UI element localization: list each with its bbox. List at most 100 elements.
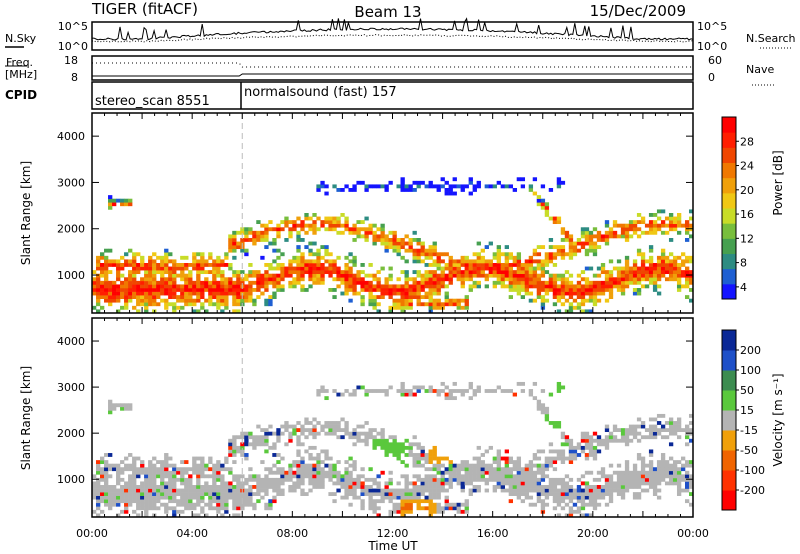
- power-cell: [260, 230, 265, 235]
- velocity-cell: [168, 456, 173, 461]
- power-cell: [572, 245, 578, 250]
- velocity-cell: [560, 499, 566, 504]
- power-cell: [192, 298, 197, 303]
- velocity-cell: [104, 477, 109, 482]
- velocity-cell: [412, 492, 417, 496]
- power-cell: [416, 248, 421, 253]
- power-cell: [300, 255, 305, 260]
- power-cell: [168, 295, 173, 300]
- velocity-cell: [432, 389, 437, 393]
- velocity-cell: [112, 463, 117, 468]
- power-cell: [124, 298, 129, 303]
- power-cell: [96, 277, 101, 282]
- power-cell: [284, 266, 289, 271]
- power-cell: [236, 245, 241, 250]
- power-cell: [96, 302, 101, 307]
- velocity-cell: [432, 467, 437, 472]
- power-cell: [484, 277, 489, 282]
- velocity-cell: [432, 449, 437, 454]
- power-cell: [344, 220, 349, 225]
- velocity-cell: [656, 477, 662, 482]
- power-cell: [284, 273, 289, 278]
- velocity-cell: [624, 467, 630, 472]
- velocity-cell: [312, 467, 317, 472]
- power-cell: [316, 252, 321, 257]
- velocity-cell: [632, 495, 638, 500]
- velocity-cell: [172, 506, 177, 511]
- power-cell: [404, 270, 409, 275]
- velocity-cell: [556, 456, 562, 461]
- power-cell: [340, 270, 345, 275]
- velocity-cell: [416, 456, 421, 461]
- velocity-cell: [252, 474, 257, 479]
- power-cell: [560, 288, 566, 292]
- power-cell: [564, 284, 570, 289]
- cpid-panel-frame: [91, 81, 694, 110]
- power-cell: [372, 184, 377, 189]
- frequency-panel: Freq. [MHz] 18 8 60 0 Nave: [5, 54, 774, 86]
- velocity-cell: [92, 488, 97, 493]
- power-cell: [316, 259, 321, 264]
- power-cell: [208, 252, 213, 257]
- velocity-cell: [112, 485, 117, 489]
- velocity-cell: [636, 477, 642, 482]
- power-cell: [236, 291, 241, 296]
- velocity-cell: [524, 488, 530, 493]
- power-cell: [116, 309, 121, 314]
- velocity-cell: [152, 477, 157, 482]
- velocity-cell: [272, 477, 277, 482]
- velocity-cell: [476, 474, 481, 479]
- power-cell: [472, 273, 477, 278]
- velocity-cell: [528, 463, 534, 468]
- velocity-cell: [428, 481, 433, 486]
- velocity-cell: [116, 513, 121, 518]
- velocity-cell: [364, 438, 369, 443]
- power-cell: [428, 273, 433, 278]
- velocity-cell: [552, 424, 558, 429]
- power-cell: [348, 284, 353, 289]
- velocity-cell: [596, 470, 602, 475]
- velocity-cell: [200, 492, 205, 496]
- power-cell: [132, 288, 137, 292]
- power-cell: [540, 270, 546, 275]
- velocity-cell: [144, 509, 149, 514]
- velocity-cell: [552, 460, 558, 464]
- velocity-cell: [476, 389, 481, 393]
- velocity-cell: [588, 438, 594, 443]
- x-tick-label: 08:00: [276, 527, 308, 540]
- velocity-cell: [436, 467, 441, 472]
- velocity-cell: [284, 428, 289, 433]
- velocity-cell: [668, 477, 674, 482]
- power-cell: [660, 223, 666, 228]
- velocity-cell: [684, 477, 690, 482]
- power-cell: [532, 280, 538, 285]
- velocity-cell: [128, 453, 133, 457]
- power-cell: [468, 191, 473, 196]
- velocity-cell: [108, 502, 113, 507]
- power-cell: [128, 284, 133, 289]
- power-cell: [392, 291, 397, 296]
- power-cell: [104, 263, 109, 267]
- power-cell: [360, 227, 365, 232]
- velocity-cell: [668, 417, 674, 422]
- power-cell: [108, 259, 113, 264]
- power-cell: [256, 230, 261, 235]
- power-cell: [452, 270, 457, 275]
- power-cell: [500, 284, 505, 289]
- velocity-cell: [288, 485, 293, 489]
- velocity-cell: [344, 485, 349, 489]
- velocity-cell: [124, 488, 129, 493]
- velocity-cell: [184, 485, 189, 489]
- power-cell: [232, 284, 237, 289]
- velocity-cell: [596, 449, 602, 454]
- velocity-cell: [432, 474, 437, 479]
- power-cell: [528, 259, 534, 264]
- velocity-cell: [196, 470, 201, 475]
- velocity-cell: [288, 463, 293, 468]
- power-cell: [200, 259, 205, 264]
- power-cell: [640, 270, 646, 275]
- power-cell: [224, 288, 229, 292]
- velocity-cell: [632, 477, 638, 482]
- velocity-cell: [132, 485, 137, 489]
- velocity-cell: [432, 509, 437, 514]
